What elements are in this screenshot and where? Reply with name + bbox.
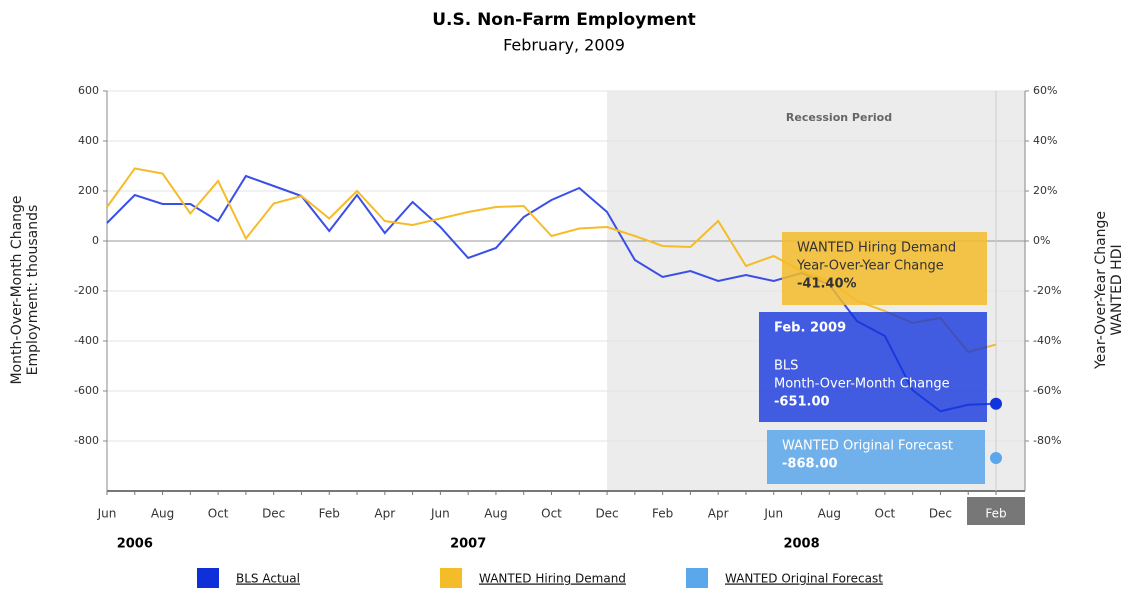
x-tick-label: Oct bbox=[208, 507, 229, 521]
hover-point bbox=[990, 397, 1002, 410]
chart-title: U.S. Non-Farm Employment bbox=[432, 10, 696, 30]
y-axis-title: Employment: thousands bbox=[25, 205, 41, 376]
x-tick-label: Jun bbox=[763, 507, 783, 521]
y2-tick-label: 20% bbox=[1033, 184, 1057, 197]
year-label: 2008 bbox=[783, 537, 819, 552]
hover-x-box bbox=[967, 497, 1025, 525]
tooltip-line: BLS bbox=[774, 359, 798, 374]
y-tick-label: 0 bbox=[92, 234, 99, 247]
legend-label: WANTED Hiring Demand bbox=[479, 572, 626, 586]
year-label: 2006 bbox=[117, 537, 153, 552]
x-tick-label: Feb bbox=[985, 507, 1006, 521]
tooltip-box bbox=[782, 232, 987, 305]
y2-tick-label: 0% bbox=[1033, 234, 1050, 247]
year-label: 2007 bbox=[450, 537, 486, 552]
tooltip-line: Year-Over-Year Change bbox=[796, 259, 944, 274]
tooltip-value: -868.00 bbox=[782, 457, 838, 472]
series-line bbox=[106, 174, 997, 413]
y-axis-title: Month-Over-Month Change bbox=[9, 195, 25, 384]
x-tick-label: Aug bbox=[151, 507, 174, 521]
recession-label: Recession Period bbox=[786, 111, 892, 124]
y-tick-label: -800 bbox=[74, 434, 99, 447]
x-tick-label: Aug bbox=[818, 507, 841, 521]
y2-tick-label: -80% bbox=[1033, 434, 1061, 447]
x-tick-label: Oct bbox=[541, 507, 562, 521]
x-tick-label: Apr bbox=[374, 507, 395, 521]
legend-label: BLS Actual bbox=[236, 572, 300, 586]
legend-label: WANTED Original Forecast bbox=[725, 572, 883, 586]
y-tick-label: 600 bbox=[78, 84, 99, 97]
x-tick-label: Dec bbox=[929, 507, 952, 521]
legend-swatch bbox=[197, 568, 219, 588]
tooltip-box bbox=[759, 312, 987, 422]
tooltip-line: WANTED Original Forecast bbox=[782, 439, 953, 454]
y2-axis-title: WANTED HDI bbox=[1109, 244, 1125, 335]
chart-subtitle: February, 2009 bbox=[503, 36, 625, 55]
legend-swatch bbox=[440, 568, 462, 588]
x-tick-label: Feb bbox=[652, 507, 673, 521]
y2-axis-title: Year-Over-Year Change bbox=[1093, 211, 1109, 370]
y2-tick-label: -20% bbox=[1033, 284, 1061, 297]
y-tick-label: 200 bbox=[78, 184, 99, 197]
y-tick-label: 400 bbox=[78, 134, 99, 147]
tooltip-value: -651.00 bbox=[774, 395, 830, 410]
tooltip-line: WANTED Hiring Demand bbox=[797, 241, 956, 256]
tooltip-line: Month-Over-Month Change bbox=[774, 377, 950, 392]
series-point bbox=[990, 452, 1002, 464]
y2-tick-label: 40% bbox=[1033, 134, 1057, 147]
x-tick-label: Jun bbox=[430, 507, 450, 521]
y-tick-label: -600 bbox=[74, 384, 99, 397]
tooltip-header: Feb. 2009 bbox=[774, 321, 846, 336]
y2-tick-label: -60% bbox=[1033, 384, 1061, 397]
y2-tick-label: -40% bbox=[1033, 334, 1061, 347]
x-tick-label: Dec bbox=[595, 507, 618, 521]
y-tick-label: -400 bbox=[74, 334, 99, 347]
x-tick-label: Oct bbox=[875, 507, 896, 521]
tooltip-box bbox=[767, 430, 985, 484]
x-tick-label: Jun bbox=[97, 507, 117, 521]
x-tick-label: Apr bbox=[708, 507, 729, 521]
x-tick-label: Aug bbox=[484, 507, 507, 521]
y2-tick-label: 60% bbox=[1033, 84, 1057, 97]
y-tick-label: -200 bbox=[74, 284, 99, 297]
x-tick-label: Dec bbox=[262, 507, 285, 521]
tooltip-value: -41.40% bbox=[797, 277, 857, 292]
legend-swatch bbox=[686, 568, 708, 588]
x-tick-label: Feb bbox=[319, 507, 340, 521]
